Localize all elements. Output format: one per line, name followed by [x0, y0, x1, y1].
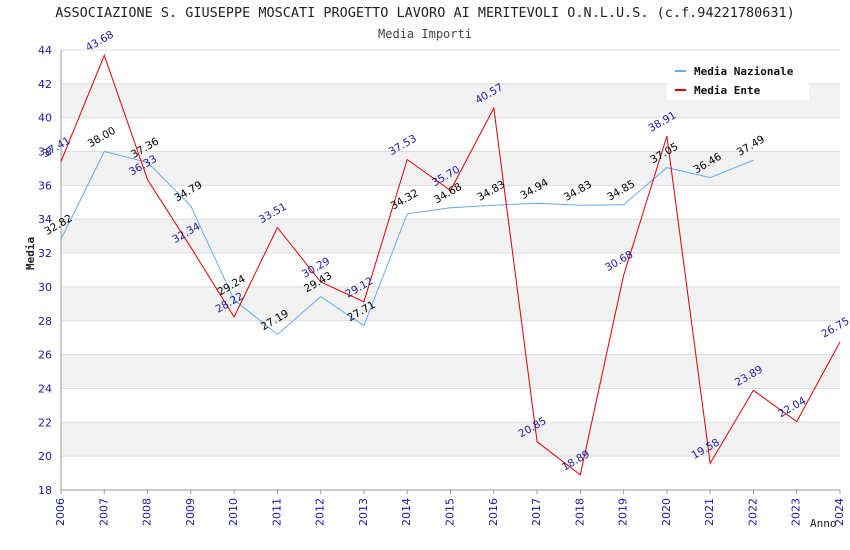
y-tick-label: 42	[38, 78, 52, 91]
x-tick-label: 2012	[314, 498, 327, 526]
y-tick-label: 34	[38, 213, 52, 226]
x-tick-label: 2019	[617, 498, 630, 526]
series-line-ente	[60, 53, 841, 476]
data-label: 22.04	[776, 395, 808, 421]
grid-band	[61, 354, 840, 389]
grid-band	[61, 286, 840, 321]
x-tick-label: 2010	[227, 498, 240, 526]
y-tick-label: 30	[38, 281, 52, 294]
data-label: 38.00	[86, 125, 118, 150]
chart-subtitle: Media Importi	[378, 27, 472, 41]
y-tick-label: 38	[38, 146, 52, 159]
data-label: 34.32	[389, 187, 421, 212]
series-line-nazionale	[60, 150, 754, 336]
y-tick-label: 20	[38, 450, 52, 463]
legend-swatch-nazionale	[675, 70, 686, 72]
y-tick-label: 28	[38, 315, 52, 328]
y-tick-label: 22	[38, 416, 52, 429]
x-axis-label: Anno	[810, 517, 837, 530]
x-tick-label: 2014	[400, 498, 413, 526]
y-axis-label: Media	[24, 236, 37, 270]
y-tick-label: 18	[38, 484, 52, 497]
legend: Media Nazionale Media Ente	[667, 60, 809, 100]
y-tick-label: 24	[38, 382, 52, 395]
x-tick-label: 2013	[357, 498, 370, 526]
x-tick-label: 2007	[97, 498, 110, 526]
legend-swatch-ente	[675, 89, 686, 91]
y-tick-label: 26	[38, 349, 52, 362]
x-tick-label: 2021	[703, 498, 716, 526]
x-tick-label: 2018	[573, 498, 586, 526]
y-tick-label: 36	[38, 179, 52, 192]
legend-item-nazionale: Media Nazionale	[675, 63, 793, 79]
x-tick-label: 2017	[530, 498, 543, 526]
x-tick-label: 2006	[54, 498, 67, 526]
x-tick-label: 2023	[790, 498, 803, 526]
x-tick-label: 2022	[746, 498, 759, 526]
y-tick-label: 32	[38, 247, 52, 260]
y-tick-label: 40	[38, 112, 52, 125]
legend-label-nazionale: Media Nazionale	[694, 64, 794, 78]
legend-item-ente: Media Ente	[675, 82, 760, 98]
x-tick-label: 2015	[444, 498, 457, 526]
y-tick-label: 44	[38, 44, 52, 57]
x-tick-label: 2009	[184, 498, 197, 526]
chart-title: ASSOCIAZIONE S. GIUSEPPE MOSCATI PROGETT…	[55, 5, 795, 21]
x-tick-label: 2016	[487, 498, 500, 526]
x-tick-label: 2008	[141, 498, 154, 526]
x-tick-label: 2011	[270, 498, 283, 526]
grid-band	[61, 422, 840, 457]
legend-label-ente: Media Ente	[694, 83, 761, 97]
x-tick-label: 2020	[660, 498, 673, 526]
x-tick-label: 2024	[833, 498, 846, 526]
grid-band	[61, 151, 840, 186]
